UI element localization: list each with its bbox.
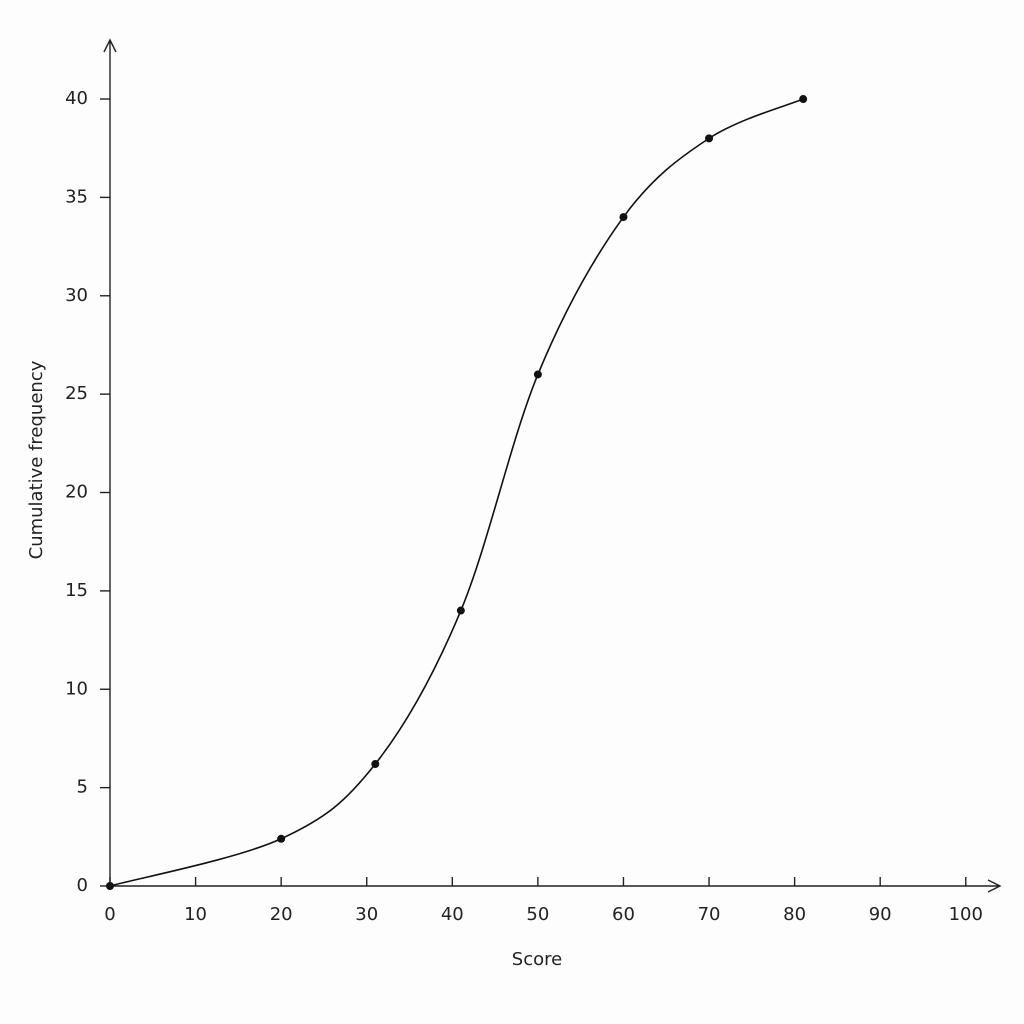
y-tick-label: 40 bbox=[65, 88, 88, 109]
x-tick-label: 30 bbox=[355, 904, 378, 925]
y-tick-label: 5 bbox=[77, 777, 88, 798]
point bbox=[106, 882, 114, 890]
y-tick-label: 25 bbox=[65, 383, 88, 404]
point bbox=[533, 370, 542, 379]
x-tick-label: 40 bbox=[441, 904, 464, 925]
x-tick-label: 0 bbox=[104, 904, 115, 925]
y-tick-label: 30 bbox=[65, 285, 88, 306]
point bbox=[619, 213, 628, 222]
x-axis bbox=[110, 879, 1002, 893]
y-tick-label: 0 bbox=[77, 875, 88, 896]
curve bbox=[109, 98, 804, 887]
point bbox=[705, 134, 714, 143]
x-tick-label: 90 bbox=[869, 904, 892, 925]
x-tick-label: 70 bbox=[698, 904, 721, 925]
x-tick-label: 50 bbox=[526, 904, 549, 925]
y-tick-label: 35 bbox=[65, 186, 88, 207]
point bbox=[371, 760, 380, 769]
y-tick-label: 10 bbox=[65, 678, 88, 699]
point bbox=[277, 834, 286, 843]
x-tick-label: 100 bbox=[949, 904, 983, 925]
y-tick-label: 20 bbox=[65, 482, 88, 503]
y-tick-label: 15 bbox=[65, 580, 88, 601]
x-tick-label: 20 bbox=[270, 904, 293, 925]
point bbox=[799, 95, 808, 104]
x-tick-label: 10 bbox=[184, 904, 207, 925]
y-axis-label: Cumulative frequency bbox=[26, 360, 47, 559]
point bbox=[456, 606, 465, 615]
x-axis-label: Score bbox=[512, 949, 562, 970]
x-tick-label: 80 bbox=[783, 904, 806, 925]
x-tick-label: 60 bbox=[612, 904, 635, 925]
y-axis bbox=[103, 38, 117, 886]
